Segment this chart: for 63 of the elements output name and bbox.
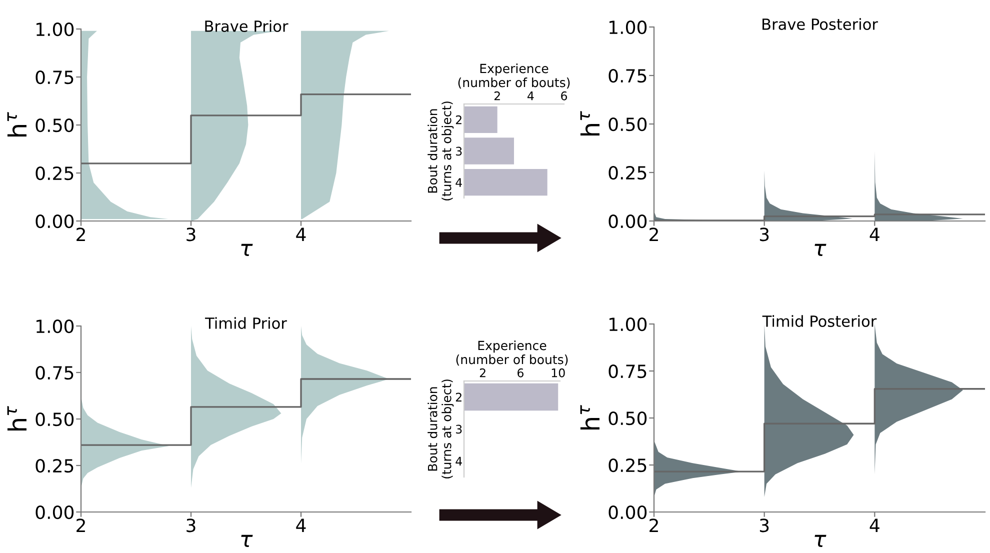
- x-tick-label: 4: [296, 228, 306, 241]
- y-axis-title: Bout duration (turns at object): [428, 102, 454, 200]
- chart-title: Brave Posterior: [762, 18, 878, 30]
- x-tick-label: 2: [650, 228, 658, 241]
- y-tick-label: 0.25: [608, 166, 646, 180]
- x-tick-label: 2: [494, 91, 500, 100]
- x-tick-label: 3: [186, 228, 196, 242]
- chart-title: Brave Prior: [205, 20, 288, 32]
- x-tick-label: 4: [527, 92, 534, 100]
- y-axis-title: h$^{τ}$: [580, 405, 600, 430]
- x-tick-label: 3: [760, 518, 769, 532]
- y-tick-label: 0.00: [608, 505, 647, 520]
- y-tick-label: 0.75: [608, 364, 646, 378]
- chart-title: Timid Posterior: [762, 315, 877, 327]
- x-axis-title: τ: [814, 534, 826, 548]
- x-tick-label: 6: [518, 368, 524, 378]
- bar: [464, 106, 498, 133]
- x-tick-label: 4: [870, 518, 880, 532]
- y-tick-label: 0.50: [36, 118, 74, 132]
- y-tick-label: 0.25: [36, 458, 74, 473]
- y-tick-label: 2: [456, 115, 462, 124]
- y-tick-label: 3: [456, 424, 462, 434]
- x-tick-label: 6: [561, 91, 568, 100]
- y-tick-label: 0.75: [36, 366, 74, 380]
- x-tick-label: 2: [480, 368, 486, 378]
- y-tick-label: 0.75: [36, 70, 74, 84]
- chart-title: Timid Prior: [205, 317, 287, 329]
- y-tick-label: 1.00: [610, 20, 647, 34]
- x-tick-label: 2: [76, 518, 85, 532]
- y-tick-label: 0.25: [608, 458, 646, 472]
- x-axis-title: τ: [241, 244, 253, 256]
- x-tick-label: 4: [870, 228, 880, 241]
- y-axis-title: h$^{τ}$: [7, 112, 26, 136]
- y-tick-label: 0.25: [36, 166, 74, 180]
- x-tick-label: 2: [650, 518, 658, 532]
- x-axis-title: Experience (number of bouts): [458, 64, 570, 89]
- bar: [464, 169, 548, 196]
- y-axis-title: h$^{τ}$: [580, 111, 600, 136]
- y-tick-label: 4: [456, 456, 462, 466]
- y-axis-title: h$^{τ}$: [7, 406, 26, 430]
- y-tick-label: 0.00: [36, 214, 74, 228]
- x-tick-label: 3: [760, 228, 769, 242]
- x-axis-title: τ: [241, 534, 253, 548]
- y-tick-label: 0.00: [36, 505, 74, 520]
- y-tick-label: 2: [456, 392, 462, 402]
- y-tick-label: 1.00: [610, 317, 647, 332]
- x-axis-title: τ: [814, 244, 826, 256]
- y-tick-label: 0.50: [608, 411, 647, 426]
- x-axis-title: Experience (number of bouts): [456, 340, 568, 366]
- y-tick-label: 0.75: [608, 68, 646, 83]
- y-tick-label: 1.00: [36, 319, 74, 334]
- x-tick-label: 10: [552, 368, 565, 378]
- x-tick-label: 4: [296, 518, 306, 532]
- y-tick-label: 1.00: [36, 22, 74, 36]
- y-tick-label: 0.00: [608, 214, 647, 228]
- y-axis-title: Bout duration (turns at object): [428, 380, 454, 478]
- y-tick-label: 3: [456, 146, 462, 156]
- x-tick-label: 2: [76, 228, 85, 241]
- x-tick-label: 3: [186, 518, 196, 532]
- y-tick-label: 4: [456, 178, 462, 187]
- y-tick-label: 0.50: [36, 412, 74, 426]
- bar: [464, 138, 514, 164]
- y-tick-label: 0.50: [608, 117, 647, 132]
